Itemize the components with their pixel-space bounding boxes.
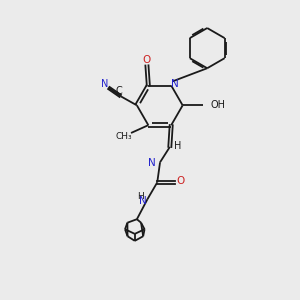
Text: CH₃: CH₃ bbox=[115, 132, 132, 141]
Text: C: C bbox=[116, 86, 122, 96]
Text: N: N bbox=[148, 158, 156, 168]
Text: O: O bbox=[177, 176, 185, 186]
Text: N: N bbox=[171, 79, 179, 89]
Text: H: H bbox=[174, 140, 181, 151]
Text: O: O bbox=[143, 55, 151, 65]
Text: H: H bbox=[137, 192, 144, 201]
Text: OH: OH bbox=[210, 100, 225, 110]
Text: N: N bbox=[100, 79, 108, 89]
Text: N: N bbox=[139, 196, 147, 206]
